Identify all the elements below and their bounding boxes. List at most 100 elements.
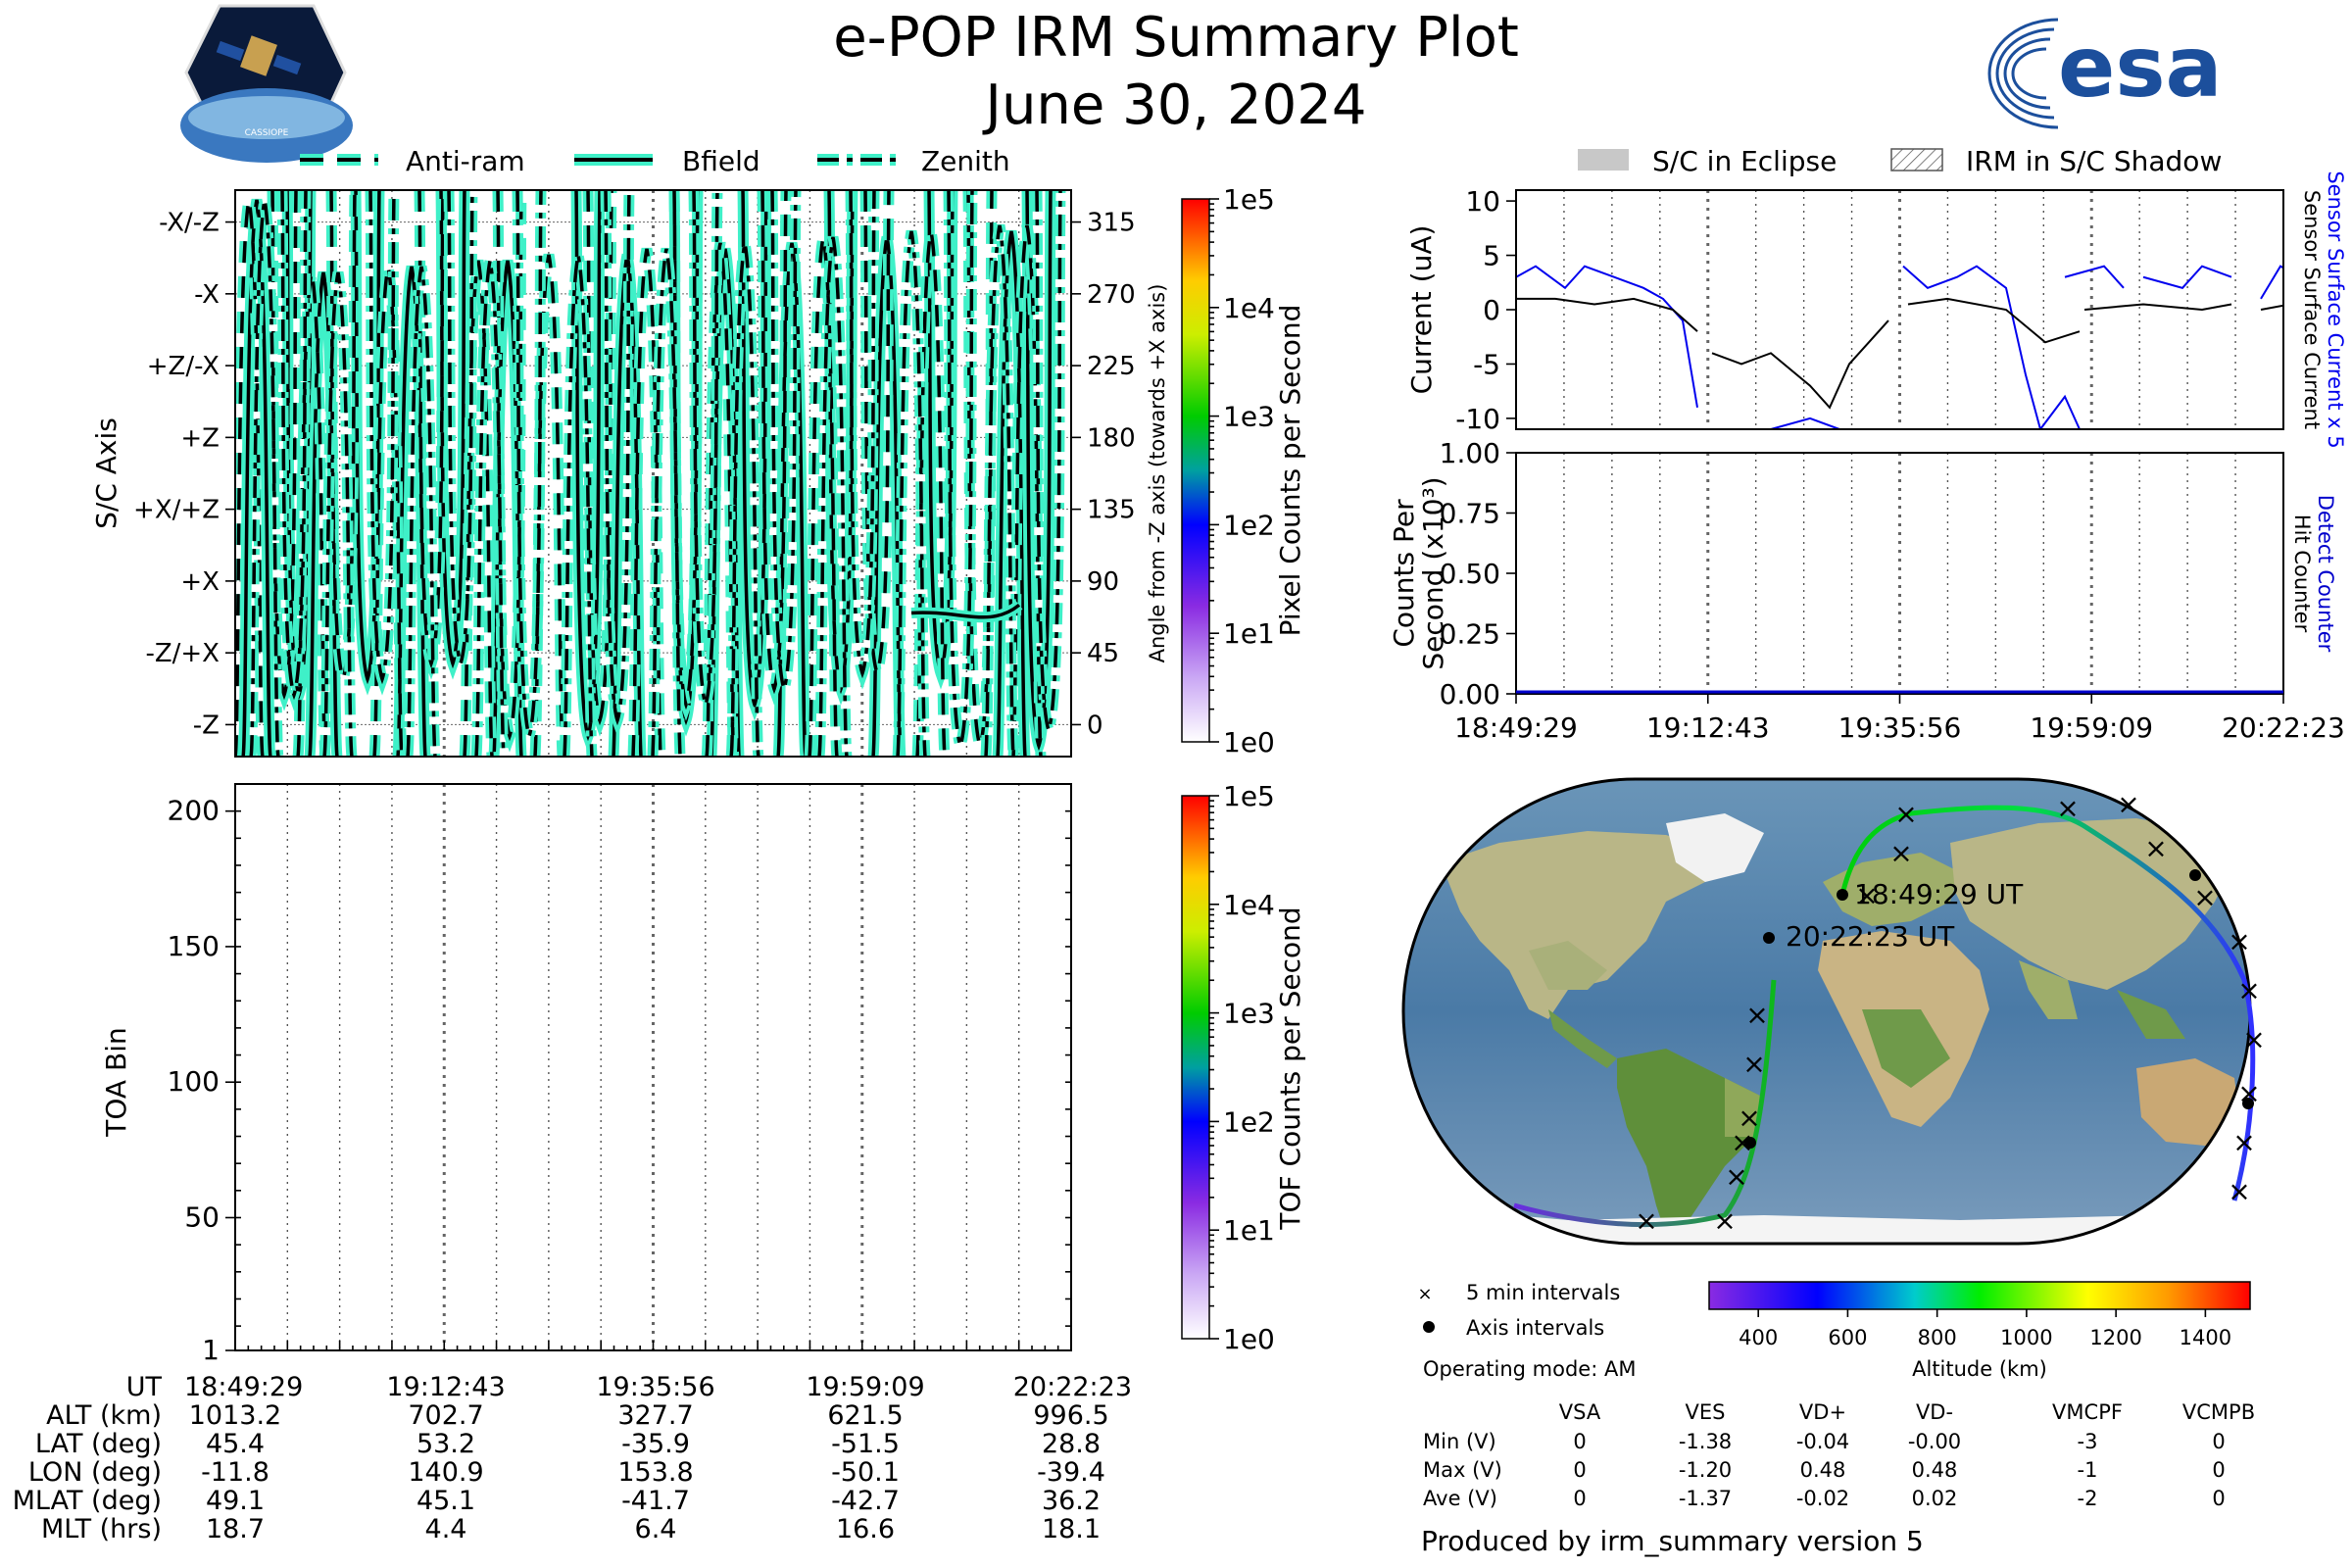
sc-axis-left-tick-label: -X/-Z [159,209,220,238]
sc-axis-right-tick-label: 315 [1087,209,1136,238]
sensor-current-line [1516,297,1698,332]
counts-xtick-label: 19:35:56 [1838,711,1962,744]
toa-bin-ytick-label: 50 [184,1200,220,1233]
ephemeris-row-label: UT [126,1372,163,1402]
ephemeris-cell: 18:49:29 [184,1372,303,1402]
sc-trace-dashed [808,236,839,757]
colorbar-tick-label: 1e2 [1223,1105,1275,1138]
produced-by: Produced by irm_summary version 5 [1421,1525,1924,1557]
counts-ylabel-line1: Counts Per [1388,499,1420,648]
altitude-tick-label: 400 [1739,1326,1778,1349]
sc-axis-left-tick-label: -X [194,280,220,310]
sc-trace-dashdot [474,260,506,757]
tof-colorbar-label: TOF Counts per Second [1274,906,1306,1230]
altitude-colorbar-gradient [1708,1281,2251,1310]
voltage-cell: 0 [1573,1487,1586,1510]
sc-axis-right-tick-label: 0 [1087,710,1103,740]
sc-trace-dashdot [563,254,594,757]
five-min-marker: × [1738,1102,1760,1134]
page-title: e-POP IRM Summary Plot [833,6,1519,70]
five-min-marker: × [2228,925,2250,957]
five-min-marker: × [2242,1023,2265,1055]
sensor-current-x5-line [1702,416,1840,429]
voltage-row-label: Min (V) [1423,1430,1496,1453]
legend-right: S/C in Eclipse IRM in S/C Shadow [1578,145,2222,177]
sc-axis-right-tick-label: 45 [1087,639,1119,668]
sensor-current-line [2260,304,2283,311]
ephemeris-cell: 20:22:23 [1013,1372,1132,1402]
pixel-colorbar-ticks: 1e0 1e1 1e2 1e3 1e4 1e5 [1209,183,1275,759]
voltage-cell: -0.04 [1796,1430,1849,1453]
sc-trace-dashdot [651,248,682,757]
sc-trace-dashed [417,190,445,669]
legend-axis-label: Axis intervals [1466,1316,1604,1340]
five-min-marker: × [2228,1175,2250,1207]
sc-trace-dashdot [1035,190,1062,736]
sc-axis-right-tick-label: 180 [1087,423,1136,453]
counts-right-label-blue: Detect Counter [2314,495,2337,653]
sc-axis-right-ticks: 315 270 225 180 135 90 45 0 [1071,209,1136,740]
cassiope-logo-text: CASSIOPE [245,128,289,138]
sc-trace-dashdot [406,266,437,757]
five-min-marker: × [2056,792,2079,824]
five-min-marker: × [1635,1204,1657,1237]
five-min-marker: × [2237,974,2260,1006]
sc-trace-dashed [235,199,265,757]
sensor-current-ytick-label: -10 [1455,403,1500,435]
counts-right-label-black: Hit Counter [2290,514,2314,633]
voltage-cell: 0 [1573,1430,1586,1453]
five-min-marker: × [1745,999,1768,1031]
ephemeris-row-label: LAT (deg) [35,1429,162,1459]
header: e-POP IRM Summary Plot June 30, 2024 [833,6,1519,137]
ephemeris-cell: 327.7 [617,1400,693,1431]
colorbar-tick-label: 1e1 [1223,617,1275,650]
legend-label-shadow: IRM in S/C Shadow [1966,145,2222,177]
tof-colorbar-gradient [1181,795,1210,1340]
sc-trace-dashed [463,260,494,757]
ephemeris-cell: 49.1 [206,1486,265,1516]
five-min-marker: × [2117,788,2139,820]
sc-trace-dashdot [817,236,849,757]
legend-label-zenith: Zenith [921,145,1010,177]
ephemeris-cell: 621.5 [827,1400,903,1431]
sc-trace-dashed [270,190,298,701]
five-min-marker: × [1713,1204,1736,1237]
sc-axis-panel: -X/-Z -X +Z/-X +Z +X/+Z +X -Z/+X -Z 315 270 225 18… [90,189,1169,758]
sensor-current-line [2083,303,2232,312]
sc-trace-dashdot [896,230,927,757]
sc-axis-ylabel-right: Angle from -Z axis (towards +X axis) [1146,284,1169,663]
pixel-colorbar-label: Pixel Counts per Second [1274,305,1306,637]
voltage-cell: 0 [1573,1458,1586,1482]
sc-axis-left-ticks: -X/-Z -X +Z/-X +Z +X/+Z +X -Z/+X -Z [133,209,235,740]
operating-mode: Operating mode: AM [1423,1357,1636,1381]
sc-axis-right-tick-label: 270 [1087,280,1136,310]
legend-eclipse-swatch [1578,149,1629,171]
ephemeris-cell: 1013.2 [189,1400,281,1431]
legend-item-anti-ram: Anti-ram [300,145,525,177]
sc-trace-dashdot [515,190,543,742]
voltage-cell: -1.37 [1679,1487,1732,1510]
esa-logo: esa [1987,18,2223,129]
sc-trace-solid [1025,190,1053,752]
sc-trace-solid [910,603,1021,619]
sc-axis-left-tick-label: +Z [180,423,220,453]
ephemeris-cell: 28.8 [1042,1429,1101,1459]
page-date: June 30, 2024 [982,74,1366,137]
sensor-current-ylabel: Current (uA) [1405,225,1438,395]
toa-bin-ytick-label: 200 [168,795,220,827]
colorbar-tick-label: 1e0 [1223,726,1275,759]
voltage-column-header: VES [1686,1400,1726,1424]
ephemeris-row-label: MLAT (deg) [13,1486,162,1516]
colorbar-tick-label: 1e3 [1223,401,1275,433]
ephemeris-cell: -39.4 [1037,1457,1105,1488]
altitude-label: Altitude (km) [1912,1357,2047,1381]
esa-logo-text: esa [2058,19,2223,117]
voltage-cell: 0 [2212,1430,2225,1453]
pixel-colorbar: 1e0 1e1 1e2 1e3 1e4 1e5 Pixel Counts per Seco… [1181,183,1306,759]
voltage-cell: 0.02 [1912,1487,1958,1510]
voltage-cell: -0.00 [1908,1430,1961,1453]
toa-bin-ylabel: TOA Bin [100,1027,132,1137]
sc-axis-frame [234,189,1072,758]
